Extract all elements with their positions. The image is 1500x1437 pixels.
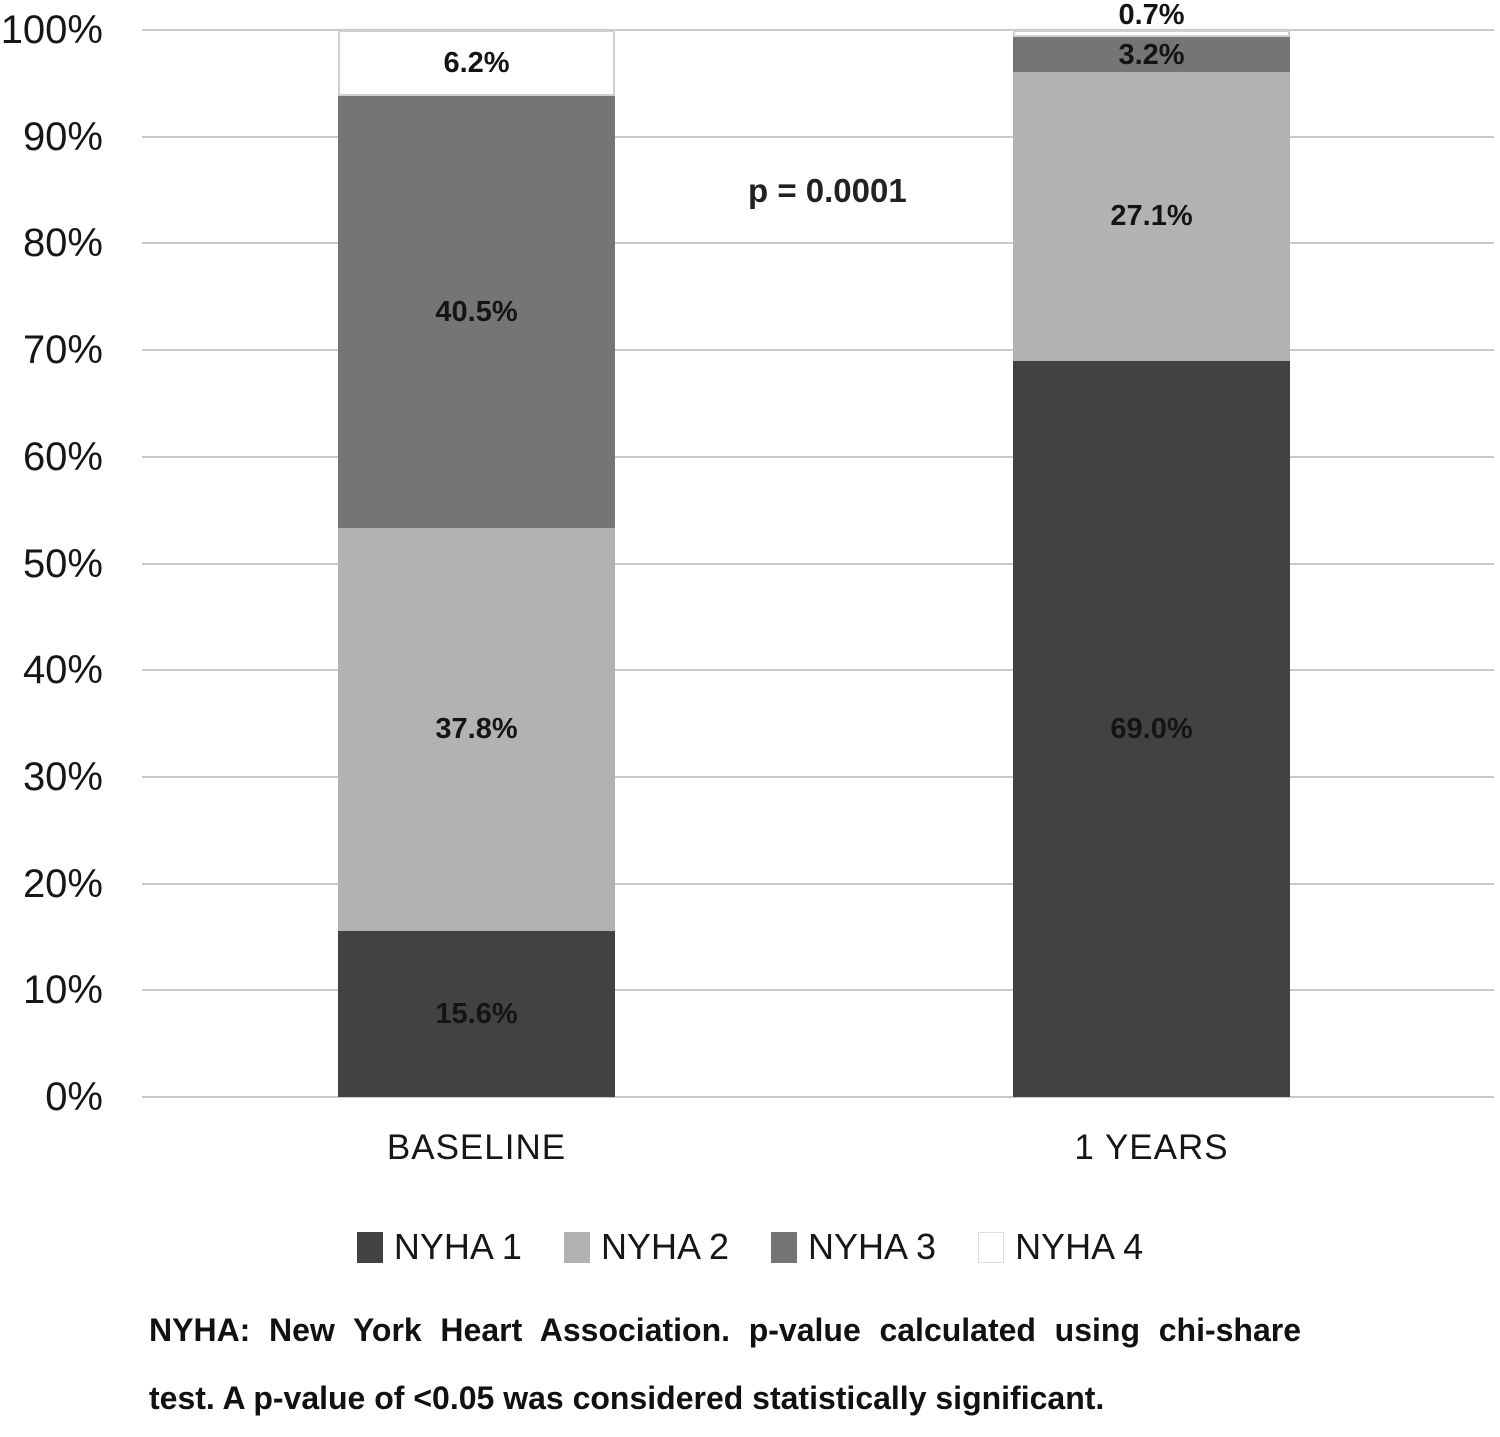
data-label: 27.1% (1110, 200, 1193, 233)
gridline (142, 135, 1494, 138)
gridline (142, 29, 1494, 31)
y-axis-tick-label: 40% (22, 648, 103, 693)
legend-swatch-icon (771, 1231, 797, 1263)
gridline (142, 1096, 1494, 1098)
x-axis-category-label: 1 YEARS (1074, 1128, 1229, 1167)
gridline (142, 775, 1494, 778)
bar-segment-nyha-4-1-years (1013, 30, 1290, 38)
gridline (142, 669, 1494, 672)
legend-label: NYHA 4 (1015, 1226, 1144, 1267)
gridline (142, 562, 1494, 565)
data-label: 37.8% (435, 713, 518, 746)
bar-segment-nyha-3-1-years (1013, 37, 1290, 72)
data-label: 69.0% (1110, 712, 1193, 745)
y-axis-tick-label: 30% (22, 754, 103, 799)
bar-segment-nyha-2-baseline (338, 527, 615, 931)
gridline (142, 349, 1494, 352)
bar-segment-nyha-2-1-years (1013, 71, 1290, 361)
data-label: 0.7% (1118, 0, 1185, 31)
data-label: 40.5% (435, 295, 518, 328)
y-axis-tick-label: 20% (22, 861, 103, 906)
legend-swatch-icon (978, 1231, 1005, 1263)
gridline (142, 455, 1494, 458)
data-label: 6.2% (443, 47, 510, 80)
legend-swatch-icon (563, 1231, 590, 1263)
legend-item-nyha-2: NYHA 2 (563, 1226, 729, 1268)
legend: NYHA 1 NYHA 2 NYHA 3 NYHA 4 (0, 1226, 1500, 1268)
legend-label: NYHA 2 (600, 1226, 729, 1267)
bar-segment-nyha-4-baseline (338, 30, 615, 97)
y-axis-tick-label: 10% (22, 968, 103, 1013)
y-axis-tick-label: 90% (22, 114, 103, 159)
legend-label: NYHA 1 (393, 1226, 522, 1267)
gridline (142, 882, 1494, 885)
y-axis-tick-label: 0% (45, 1075, 103, 1119)
legend-item-nyha-4: NYHA 4 (978, 1226, 1143, 1268)
y-axis-tick-label: 80% (22, 221, 103, 266)
legend-label: NYHA 3 (808, 1226, 937, 1267)
data-label: 15.6% (435, 997, 518, 1030)
bar-segment-nyha-1-1-years (1013, 360, 1290, 1097)
y-axis-tick-label: 60% (22, 434, 103, 479)
gridline (142, 242, 1494, 245)
p-value-annotation: p = 0.0001 (748, 172, 907, 209)
y-axis-tick-label: 50% (22, 541, 103, 586)
legend-item-nyha-3: NYHA 3 (771, 1226, 936, 1268)
data-label: 3.2% (1118, 38, 1185, 71)
y-axis-tick-label: 70% (22, 328, 103, 373)
x-axis-category-label: BASELINE (386, 1128, 567, 1167)
footnote: NYHA: New York Heart Association. p-valu… (149, 1310, 1301, 1418)
legend-swatch-icon (356, 1231, 383, 1263)
legend-item-nyha-1: NYHA 1 (356, 1226, 522, 1268)
bar-segment-nyha-1-baseline (338, 930, 615, 1097)
footnote-line-1: NYHA: New York Heart Association. p-valu… (149, 1312, 1301, 1348)
y-axis-tick-label: 100% (0, 8, 103, 52)
gridline (142, 989, 1494, 992)
bar-segment-nyha-3-baseline (338, 96, 615, 528)
footnote-line-2: test. A p-value of <0.05 was considered … (149, 1380, 1105, 1416)
